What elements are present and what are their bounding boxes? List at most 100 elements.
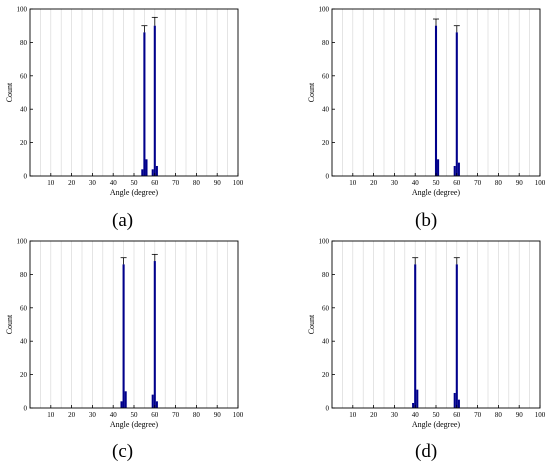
y-tick-label: 40 [20,106,28,114]
x-tick-label: 40 [412,411,420,419]
y-tick-label: 100 [17,238,28,246]
y-tick-label: 60 [322,72,330,80]
y-tick-label: 20 [20,371,28,379]
bar [414,264,417,408]
panel-d: 0 20 40 60 80 100 10 20 30 40 50 60 70 80 90 100 Angle (… [307,238,546,430]
bar [437,159,440,176]
panel-caption-a: (a) [112,210,134,231]
bar [457,399,460,408]
panel-b: 0 20 40 60 80 100 10 20 30 40 50 60 70 80 90 100 Angle (… [307,6,546,198]
x-tick-label: 90 [214,411,222,419]
y-axis-title: Count [307,82,316,102]
y-tick-label: 80 [20,271,28,279]
panel-caption-b: (b) [415,210,438,231]
x-tick-label: 100 [233,411,244,419]
y-tick-label: 20 [322,371,330,379]
y-tick-label: 0 [24,405,28,413]
y-tick-label: 0 [24,173,28,181]
bar [434,25,438,177]
y-tick-label: 0 [326,173,330,181]
x-tick-label: 10 [349,411,357,419]
x-tick-label: 40 [110,179,118,187]
x-axis-title: Angle (degree) [412,188,461,197]
bar [151,394,154,408]
y-tick-label: 80 [20,39,28,47]
bar [155,401,158,408]
panel-c: 0 20 40 60 80 100 10 20 30 40 50 60 70 80 90 100 Angle (… [5,238,244,430]
bar [122,264,125,408]
y-tick-label: 40 [322,106,330,114]
bar [455,264,458,408]
y-tick-label: 60 [20,72,28,80]
x-tick-label: 80 [193,179,201,187]
y-tick-label: 100 [17,6,28,14]
x-tick-label: 50 [433,179,441,187]
y-tick-label: 60 [322,304,330,312]
x-tick-label: 50 [131,179,139,187]
bar [457,162,460,176]
x-tick-label: 30 [89,179,97,187]
bar [453,165,456,176]
x-tick-label: 50 [433,411,441,419]
x-axis-title: Angle (degree) [110,188,159,197]
bar [412,402,415,408]
x-tick-label: 90 [516,179,524,187]
x-axis-title: Angle (degree) [110,420,159,429]
x-tick-label: 20 [370,179,378,187]
x-tick-label: 60 [151,179,159,187]
bar [143,32,146,176]
bar [455,32,458,176]
x-tick-label: 20 [370,411,378,419]
x-tick-label: 70 [474,179,482,187]
bar [416,389,419,408]
x-tick-label: 60 [151,411,159,419]
y-tick-label: 40 [322,338,330,346]
x-tick-label: 30 [391,179,399,187]
bar [141,169,144,176]
y-tick-label: 20 [20,139,28,147]
x-tick-label: 100 [535,179,546,187]
bar [153,261,156,408]
bar [153,25,156,177]
bar [155,165,158,176]
panel-caption-c: (c) [112,441,134,462]
panel-a: 0 20 40 60 80 100 10 20 30 40 50 60 70 80 90 100 Angle (… [5,6,244,198]
y-tick-label: 80 [322,39,330,47]
x-tick-label: 30 [391,411,399,419]
bar [124,391,127,408]
y-tick-label: 80 [322,271,330,279]
x-tick-label: 30 [89,411,97,419]
x-tick-label: 50 [131,411,139,419]
x-tick-label: 10 [349,179,357,187]
x-tick-label: 100 [233,179,244,187]
panel-caption-d: (d) [415,441,438,462]
y-axis-title: Count [307,314,316,334]
x-tick-label: 80 [495,411,503,419]
x-tick-label: 40 [412,179,420,187]
x-tick-label: 10 [47,411,55,419]
x-tick-label: 80 [495,179,503,187]
y-tick-label: 60 [20,304,28,312]
x-tick-label: 70 [172,179,180,187]
bar [151,169,154,176]
x-tick-label: 90 [214,179,222,187]
x-tick-label: 60 [453,411,461,419]
y-axis-title: Count [5,82,14,102]
x-tick-label: 60 [453,179,461,187]
bar [120,401,123,408]
bar [453,392,456,408]
x-tick-label: 70 [172,411,180,419]
y-tick-label: 40 [20,338,28,346]
y-tick-label: 20 [322,139,330,147]
x-tick-label: 20 [68,411,76,419]
y-tick-label: 100 [319,238,330,246]
x-tick-label: 40 [110,411,118,419]
x-axis-title: Angle (degree) [412,420,461,429]
x-tick-label: 90 [516,411,524,419]
y-axis-title: Count [5,314,14,334]
y-tick-label: 100 [319,6,330,14]
x-tick-label: 80 [193,411,201,419]
x-tick-label: 70 [474,411,482,419]
